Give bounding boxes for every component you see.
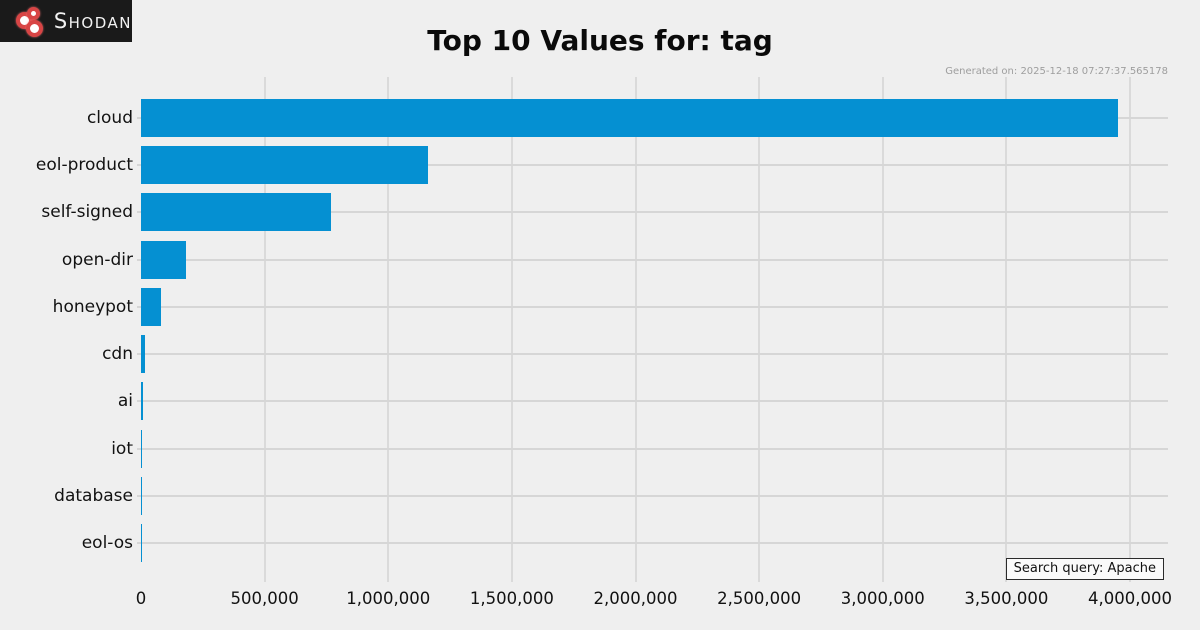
x-gridline: [387, 77, 390, 582]
y-gridline: [137, 541, 1168, 544]
x-gridline: [634, 77, 637, 582]
bar-cloud: [141, 99, 1118, 137]
y-gridline: [137, 258, 1168, 261]
bar-eol-product: [141, 146, 428, 185]
x-gridline: [1129, 77, 1131, 582]
category-label-iot: iot: [111, 438, 133, 459]
x-tick-label: 1,000,000: [346, 589, 431, 608]
logo-wordmark: Shodan: [53, 9, 132, 33]
y-gridline: [137, 164, 1168, 167]
bar-cdn: [141, 335, 146, 374]
category-label-cdn: cdn: [102, 344, 133, 365]
y-gridline: [137, 400, 1168, 403]
logo-dot-icon: [27, 7, 40, 20]
search-query-badge: Search query: Apache: [1005, 558, 1164, 580]
x-gridline: [758, 77, 761, 582]
y-gridline: [137, 211, 1168, 214]
x-tick-label: 2,000,000: [593, 589, 678, 608]
x-tick-label: 0: [135, 589, 147, 608]
category-label-honeypot: honeypot: [52, 296, 133, 317]
x-tick-label: 3,500,000: [964, 589, 1049, 608]
bar-self-signed: [141, 193, 332, 232]
x-tick-label: 500,000: [230, 589, 299, 608]
x-tick-label: 1,500,000: [469, 589, 554, 608]
category-label-cloud: cloud: [86, 108, 133, 128]
bar-open-dir: [141, 240, 186, 279]
logo-dot-icon: [26, 20, 43, 37]
category-label-eol-product: eol-product: [35, 155, 133, 176]
shodan-logo: Shodan: [0, 0, 132, 42]
x-gridline: [263, 77, 266, 582]
category-label-ai: ai: [117, 391, 133, 412]
shodan-logo-icon: [8, 1, 52, 41]
y-gridline: [137, 305, 1168, 308]
x-gridline: [1005, 77, 1008, 582]
category-label-database: database: [54, 485, 133, 506]
page-title: Top 10 Values for: tag: [427, 24, 773, 57]
category-label-self-signed: self-signed: [41, 202, 133, 223]
category-label-open-dir: open-dir: [61, 249, 133, 270]
bar-ai: [141, 382, 143, 421]
bar-honeypot: [141, 287, 162, 326]
generated-timestamp: Generated on: 2025-12-18 07:27:37.565178: [945, 66, 1168, 77]
x-gridline: [510, 77, 513, 582]
y-gridline: [137, 494, 1168, 497]
bar-iot: [141, 429, 142, 468]
y-gridline: [137, 447, 1168, 450]
x-gridline: [881, 77, 884, 582]
x-tick-label: 4,000,000: [1088, 589, 1172, 608]
category-label-eol-os: eol-os: [81, 532, 133, 553]
x-tick-label: 3,000,000: [840, 589, 925, 608]
x-tick-label: 2,500,000: [717, 589, 802, 608]
y-gridline: [137, 353, 1168, 356]
